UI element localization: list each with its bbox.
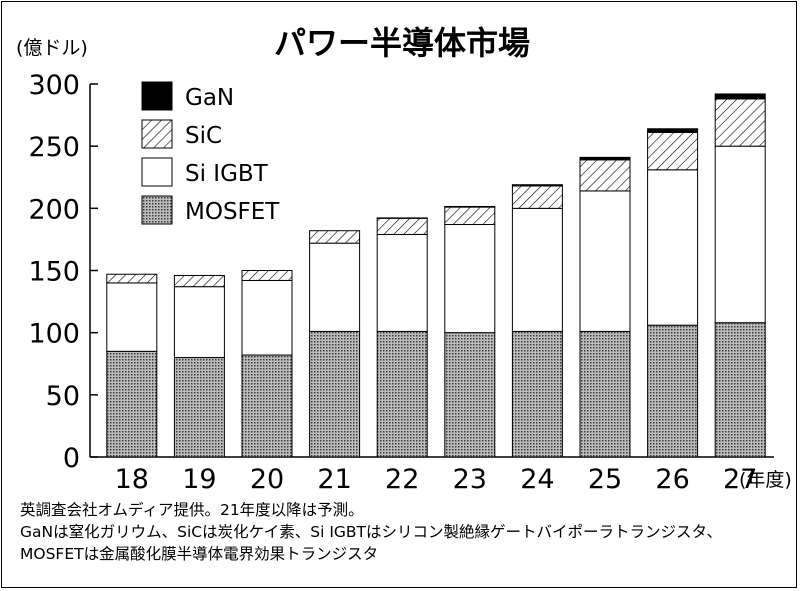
bar-segment-gan	[444, 205, 496, 208]
bar-group-23	[444, 205, 496, 458]
definitions-note-2: MOSFETは金属酸化膜半導体電界効果トランジスタ	[20, 545, 379, 563]
bar-group-18	[106, 273, 158, 458]
bar-segment-si-igbt	[714, 145, 766, 324]
y-axis-unit-label: (億ドル)	[16, 37, 88, 59]
bar-group-25	[579, 156, 631, 458]
bar-segment-gan	[511, 184, 563, 187]
y-ticks: 0 50 100 150 200 250 300	[28, 70, 98, 474]
legend-label: Si IGBT	[185, 161, 269, 187]
x-category-label: 19	[182, 464, 216, 495]
bar-segment-si-igbt	[173, 286, 225, 359]
bar-segment-si-igbt	[511, 207, 563, 332]
x-category-label: 18	[115, 464, 149, 495]
legend-swatch	[141, 195, 173, 225]
chart-title: パワー半導体市場	[274, 24, 530, 62]
x-categories: 18 19 20 21 22 23 24 25 26 27	[115, 464, 758, 495]
legend-swatch	[141, 119, 173, 149]
x-category-label: 27	[723, 464, 757, 495]
bar-segment-si-igbt	[376, 233, 428, 332]
y-tick-label: 200	[28, 194, 80, 225]
bar-group-21	[309, 230, 361, 458]
x-category-label: 26	[655, 464, 689, 495]
definitions-note-1: GaNは窒化ガリウム、SiCは炭化ケイ素、Si IGBTはシリコン製絶縁ゲートバ…	[20, 523, 723, 541]
bar-segment-sic	[714, 98, 766, 147]
x-category-label: 23	[453, 464, 487, 495]
bar-group-24	[511, 184, 563, 458]
bar-segment-si-igbt	[579, 190, 631, 332]
bar-segment-si-igbt	[241, 279, 293, 356]
bar-group-19	[173, 274, 225, 458]
bar-segment-si-igbt	[309, 242, 361, 332]
y-tick-label: 150	[28, 257, 80, 288]
legend-item-gan: GaN	[141, 81, 234, 111]
y-tick-label: 50	[46, 381, 80, 412]
bar-group-26	[647, 128, 699, 458]
bar-segment-sic	[511, 185, 563, 209]
bar-segment-mosfet	[173, 357, 225, 458]
bar-segment-mosfet	[444, 332, 496, 458]
bar-segment-sic	[444, 206, 496, 225]
bar-segment-mosfet	[714, 322, 766, 458]
bar-segment-gan	[714, 93, 766, 100]
bar-segment-mosfet	[309, 330, 361, 458]
bar-group-27	[714, 93, 766, 458]
legend-item-si-igbt: Si IGBT	[141, 157, 269, 187]
bar-segment-gan	[647, 128, 699, 133]
bar-segment-sic	[106, 273, 158, 284]
x-axis-suffix-label: (年度)	[739, 469, 792, 491]
bar-segment-sic	[309, 230, 361, 244]
bar-segment-si-igbt	[106, 282, 158, 352]
bar-segment-sic	[647, 131, 699, 171]
bar-segment-si-igbt	[444, 223, 496, 334]
x-category-label: 25	[588, 464, 622, 495]
x-category-label: 22	[385, 464, 419, 495]
legend-label: GaN	[185, 85, 234, 111]
bar-segment-mosfet	[241, 354, 293, 458]
legend-swatch	[141, 157, 173, 187]
source-note: 英調査会社オムディア提供。21年度以降は予測。	[20, 501, 364, 519]
legend-item-mosfet: MOSFET	[141, 195, 280, 225]
bar-segment-mosfet	[106, 350, 158, 458]
bar-segment-mosfet	[647, 324, 699, 458]
bar-segment-mosfet	[511, 330, 563, 458]
bar-group-22	[376, 217, 428, 458]
bar-segment-si-igbt	[647, 169, 699, 326]
bar-segment-mosfet	[579, 330, 631, 458]
bar-segment-sic	[579, 159, 631, 192]
x-category-label: 20	[250, 464, 284, 495]
x-category-label: 24	[520, 464, 554, 495]
bar-segment-sic	[241, 270, 293, 281]
legend-item-sic: SiC	[141, 119, 222, 149]
y-tick-label: 0	[63, 443, 80, 474]
y-tick-label: 100	[28, 319, 80, 350]
y-tick-label: 300	[28, 70, 80, 101]
x-category-label: 21	[317, 464, 351, 495]
bar-segment-mosfet	[376, 330, 428, 458]
bar-segment-sic	[376, 217, 428, 235]
legend-label: MOSFET	[185, 199, 280, 225]
legend: GaN SiC Si IGBT MOSFET	[141, 81, 280, 225]
bar-segment-gan	[579, 156, 631, 161]
bar-segment-sic	[173, 274, 225, 288]
legend-label: SiC	[185, 123, 222, 149]
bar-group-20	[241, 270, 293, 458]
legend-swatch	[141, 81, 173, 111]
bars	[106, 93, 766, 458]
y-tick-label: 250	[28, 132, 80, 163]
